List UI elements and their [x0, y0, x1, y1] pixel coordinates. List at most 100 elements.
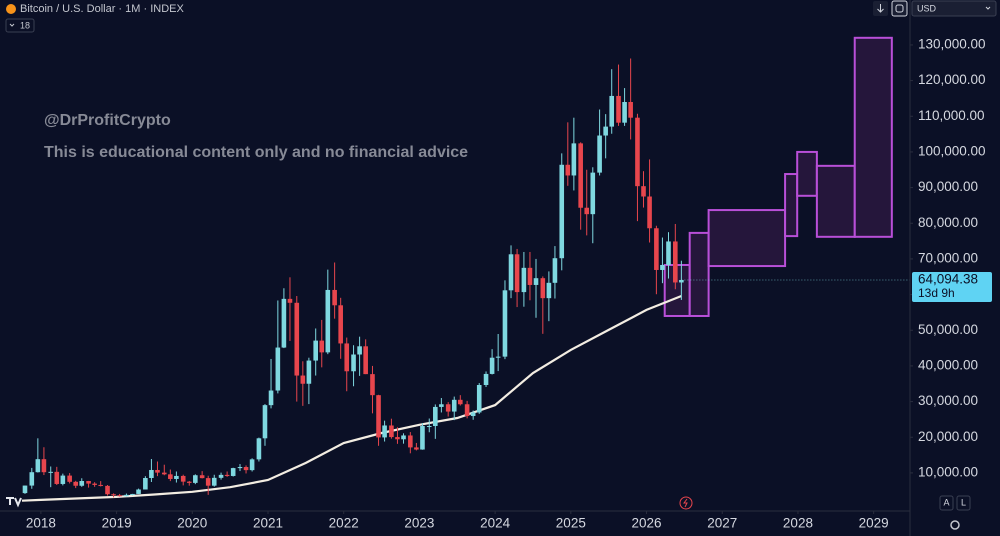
x-tick-label: 2021 — [253, 516, 283, 531]
candle-body — [357, 346, 362, 355]
countdown-label: 13d 9h — [918, 286, 955, 300]
candle-body — [86, 481, 91, 484]
x-tick-label: 2025 — [556, 516, 586, 531]
candle-body — [495, 356, 501, 358]
candle-body — [376, 395, 381, 438]
candle-body — [628, 102, 633, 118]
candle-body — [370, 374, 375, 396]
candle-body — [673, 241, 678, 283]
candle-body — [521, 267, 527, 293]
candle-body — [408, 435, 413, 448]
candle-body — [514, 254, 520, 293]
indicator-count: 18 — [20, 20, 30, 30]
y-tick-label: 20,000.00 — [918, 429, 978, 444]
candle-body — [143, 478, 148, 490]
fullscreen-button[interactable] — [891, 0, 908, 17]
currency-select[interactable] — [911, 0, 997, 17]
candle-body — [590, 172, 596, 215]
candle-body — [635, 117, 640, 187]
indicator-toggle[interactable] — [5, 18, 35, 33]
candle-body — [571, 143, 577, 176]
candle-body — [439, 404, 444, 407]
candle-body — [79, 481, 85, 486]
y-tick-label: 40,000.00 — [918, 357, 978, 372]
settings-icon[interactable] — [950, 520, 960, 530]
candle-body — [230, 468, 236, 476]
candle-body — [552, 258, 558, 283]
candle-body — [73, 481, 79, 486]
candle-body — [281, 298, 287, 348]
projection-box — [688, 231, 710, 317]
candle-body — [660, 264, 665, 270]
x-tick-label: 2027 — [707, 516, 737, 531]
projection-box — [707, 209, 787, 268]
candle-body — [48, 471, 54, 473]
x-tick-label: 2029 — [859, 516, 889, 531]
candle-body — [332, 289, 337, 306]
candle-body — [476, 384, 482, 413]
y-tick-label: 120,000.00 — [918, 72, 986, 87]
y-tick-label: 100,000.00 — [918, 143, 986, 158]
candle-body — [306, 360, 312, 384]
event-icon — [679, 496, 693, 510]
candle-body — [54, 471, 60, 484]
logo — [6, 497, 22, 508]
candle-body — [451, 399, 457, 412]
plot-area — [21, 36, 910, 502]
candle-body — [300, 375, 306, 384]
candle-body — [130, 493, 135, 495]
x-tick-label: 2018 — [26, 516, 56, 531]
candle-body — [243, 467, 249, 471]
currency-chevron — [985, 6, 991, 10]
candle-body — [679, 279, 684, 283]
fullscreen-icon — [895, 4, 904, 13]
symbol-icon — [6, 4, 16, 14]
y-tick-label: 30,000.00 — [918, 393, 978, 408]
candle-body — [401, 435, 406, 440]
x-tick-label: 2019 — [102, 516, 132, 531]
log-scale-button[interactable] — [956, 495, 971, 511]
candle-body — [584, 207, 590, 215]
candle-body — [174, 475, 179, 479]
last-price-box — [912, 271, 992, 302]
projection-box — [784, 173, 799, 238]
candle-body — [205, 478, 211, 486]
projection-box — [853, 36, 893, 238]
candle-body — [193, 475, 198, 483]
candle-body — [609, 95, 615, 127]
candle-body — [60, 475, 66, 484]
candle-body — [237, 467, 243, 469]
y-tick-label: 10,000.00 — [918, 464, 978, 479]
candle-body — [218, 474, 224, 478]
candle-body — [180, 475, 186, 482]
x-tick-label: 2022 — [329, 516, 359, 531]
candle-body — [22, 485, 28, 494]
auto-scale-button[interactable] — [939, 495, 954, 511]
candle-body — [124, 494, 129, 497]
x-tick-label: 2020 — [177, 516, 207, 531]
candle-body — [666, 241, 671, 265]
candle-body — [414, 447, 419, 450]
candle-body — [647, 196, 652, 229]
candle-body — [67, 475, 72, 482]
candle-body — [111, 494, 116, 496]
currency-label: USD — [917, 3, 937, 13]
candle-body — [199, 475, 205, 479]
candle-body — [294, 302, 300, 376]
candle-body — [35, 459, 41, 473]
candle-body — [483, 373, 489, 385]
y-tick-label: 70,000.00 — [918, 250, 978, 265]
candle-body — [211, 477, 217, 486]
candle-body — [559, 164, 565, 259]
candle-body — [149, 469, 154, 479]
watermark: @DrProfitCrypto — [44, 112, 171, 129]
candle-body — [319, 340, 325, 353]
candle-body — [105, 485, 110, 495]
projection-box — [815, 164, 856, 238]
candle-body — [641, 186, 646, 197]
symbol-title: Bitcoin / U.S. Dollar · 1M · INDEX — [20, 3, 184, 15]
y-tick-label: 130,000.00 — [918, 36, 986, 51]
x-tick-label: 2028 — [783, 516, 813, 531]
